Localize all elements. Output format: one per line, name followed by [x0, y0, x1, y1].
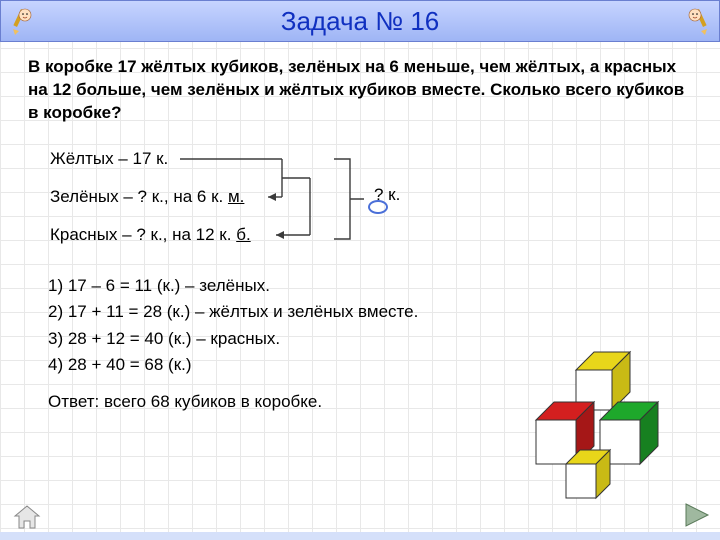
scheme-oval-icon [368, 200, 388, 214]
cubes-image [530, 346, 690, 506]
header: Задача № 16 [0, 0, 720, 42]
solution-step-1: 1) 17 – 6 = 11 (к.) – зелёных. [48, 273, 720, 299]
page-title: Задача № 16 [281, 6, 440, 37]
scheme-block: Жёлтых – 17 к. Зелёных – ? к., на 6 к. м… [50, 145, 720, 255]
solution-step-2: 2) 17 + 11 = 28 (к.) – жёлтых и зелёных … [48, 299, 720, 325]
pencil-character-left-icon [5, 5, 39, 39]
next-arrow-icon[interactable] [682, 500, 712, 530]
home-icon[interactable] [12, 504, 42, 530]
problem-text: В коробке 17 жёлтых кубиков, зелёных на … [0, 42, 720, 131]
footer-bar [0, 532, 720, 540]
pencil-character-right-icon [681, 5, 715, 39]
